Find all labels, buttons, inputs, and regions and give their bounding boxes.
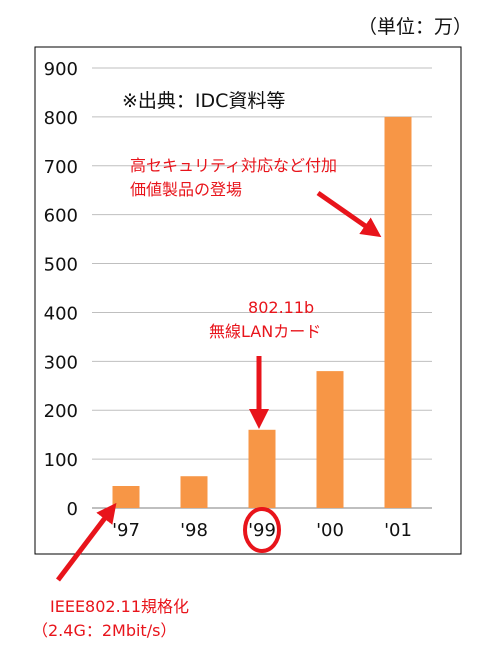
y-tick-label: 900 [44,59,78,80]
highlight [243,507,281,553]
x-tick-label: '00 [316,520,344,541]
annotation-wlan: 802.11b 無線LANカード [209,296,321,344]
arrows [56,190,382,582]
bar-4 [384,116,412,508]
grid-lines [92,67,432,509]
y-tick-label: 400 [44,303,78,324]
highlight-circle [243,507,281,553]
bar-2 [248,429,276,508]
arrow-security [316,190,382,238]
bar-0 [112,486,140,508]
bar-3 [316,371,344,508]
x-tick-label: '99 [248,520,276,541]
x-tick-label: '98 [180,520,208,541]
y-axis-ticks: 0 100 200 300 400 500 600 700 800 900 [44,59,78,520]
annotation-ieee-line-2: （2.4G：2Mbit/s） [32,621,177,640]
y-tick-label: 800 [44,108,78,129]
unit-label: （単位：万） [358,16,473,38]
y-tick-label: 600 [44,206,78,227]
source-label: ※出典：IDC資料等 [122,90,286,112]
annotation-ieee-line-1: IEEE802.11規格化 [50,597,190,616]
annotation-wlan-line-2: 無線LANカード [209,322,322,341]
x-axis-ticks: '97 '98 '99 '00 '01 [112,520,412,541]
annotation-security-line-2: 価値製品の登場 [130,180,243,199]
y-tick-label: 100 [44,450,78,471]
annotation-wlan-line-1: 802.11b [248,298,315,317]
y-tick-label: 200 [44,401,78,422]
annotation-security-line-1: 高セキュリティ対応など付加 [130,156,338,175]
x-tick-label: '97 [112,520,140,541]
plot-frame [34,46,462,555]
y-tick-label: 500 [44,255,78,276]
y-tick-label: 700 [44,157,78,178]
y-tick-label: 300 [44,352,78,373]
bars [112,116,412,508]
annotation-security: 高セキュリティ対応など付加 価値製品の登場 [130,154,337,202]
bar-1 [180,476,208,508]
arrow-ieee [56,502,117,582]
y-tick-label: 0 [67,499,78,520]
x-tick-label: '01 [384,520,412,541]
annotation-ieee: IEEE802.11規格化 （2.4G：2Mbit/s） [32,595,189,643]
